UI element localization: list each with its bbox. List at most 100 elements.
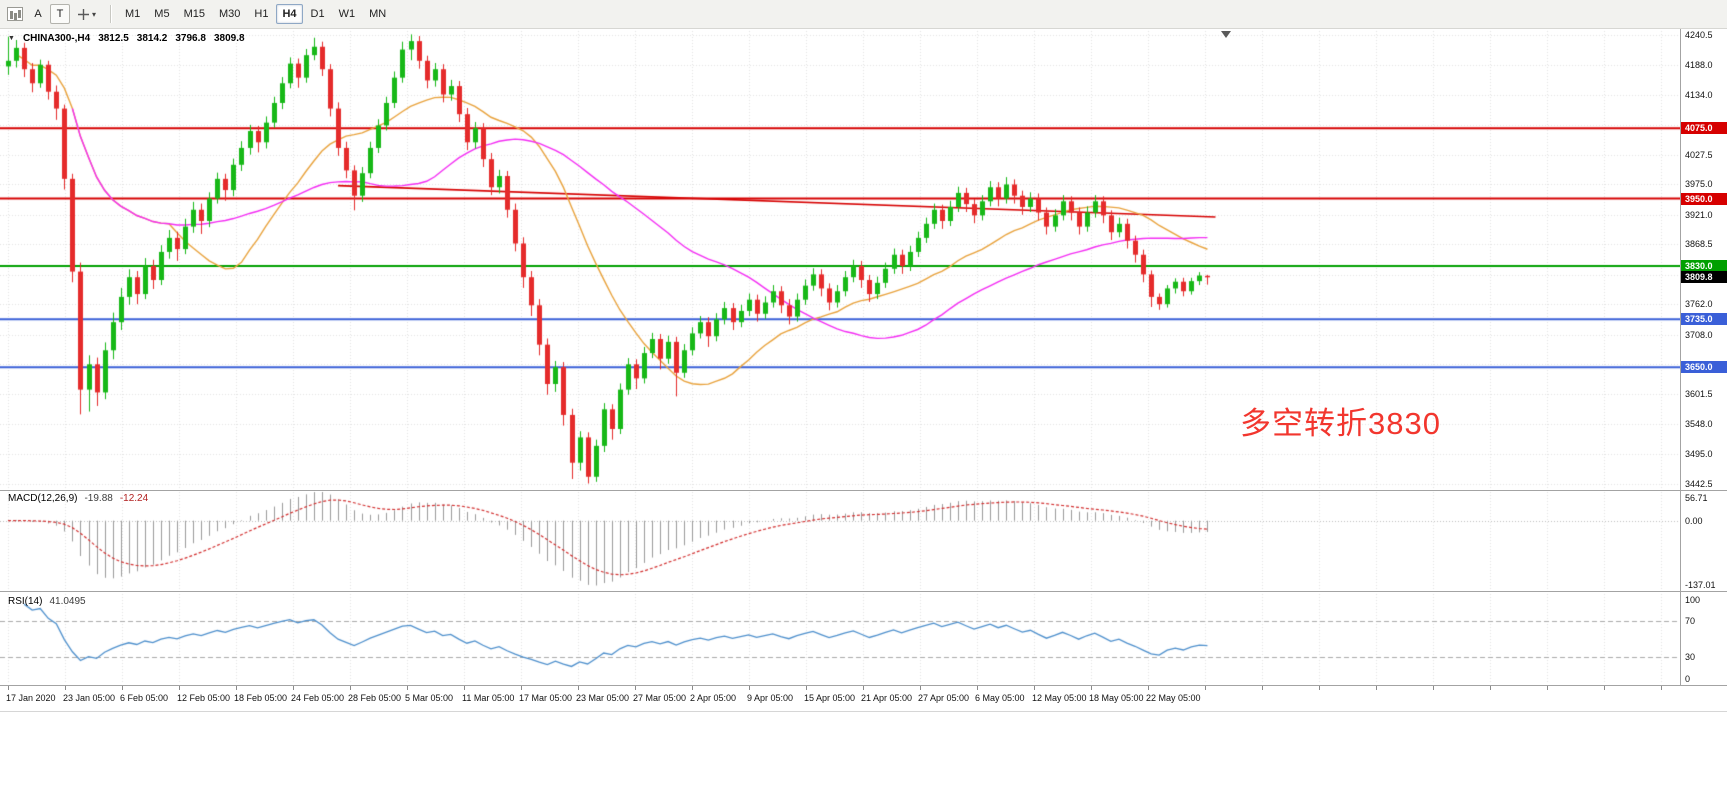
time-axis-divider	[0, 685, 1727, 686]
rsi-title: RSI(14) 41.0495	[8, 596, 86, 607]
time-axis-label: 15 Apr 05:00	[804, 693, 856, 703]
time-axis-tick	[977, 686, 978, 690]
time-axis-label: 6 May 05:00	[975, 693, 1025, 703]
price-axis-label: 3442.5	[1685, 478, 1713, 489]
symbol-triangle-icon: ▼	[8, 35, 15, 42]
rsi-scale-label: 100	[1685, 595, 1701, 605]
rsi-name-label: RSI(14)	[8, 596, 43, 607]
time-axis-tick	[236, 686, 237, 690]
time-axis-tick	[1547, 686, 1548, 690]
price-chart-canvas[interactable]	[0, 29, 1680, 686]
time-axis-label: 18 May 05:00	[1089, 693, 1144, 703]
timeframe-m30-button[interactable]: M30	[213, 4, 246, 24]
time-axis-tick	[1604, 686, 1605, 690]
time-axis-label: 12 May 05:00	[1032, 693, 1087, 703]
chart-annotation-text[interactable]: 多空转折3830	[1240, 406, 1441, 441]
drawing-tools-button[interactable]: ▾	[72, 4, 102, 24]
time-axis-label: 21 Apr 05:00	[861, 693, 913, 703]
time-axis-tick	[8, 686, 9, 690]
time-axis-tick	[1433, 686, 1434, 690]
chevron-down-icon: ▾	[92, 9, 97, 19]
price-level-badge: 3650.0	[1681, 361, 1727, 374]
time-axis-tick	[1091, 686, 1092, 690]
time-axis-label: 27 Apr 05:00	[918, 693, 970, 703]
timeframe-m15-button[interactable]: M15	[178, 4, 211, 24]
time-axis-label: 27 Mar 05:00	[633, 693, 687, 703]
rsi-scale-label: 70	[1685, 616, 1696, 626]
timeframe-w1-button[interactable]: W1	[333, 4, 362, 24]
rsi-scale-label: 0	[1685, 674, 1691, 684]
timeframe-m5-button[interactable]: M5	[148, 4, 175, 24]
time-axis-label: 9 Apr 05:00	[747, 693, 794, 703]
time-axis-tick	[464, 686, 465, 690]
price-axis-label: 3762.0	[1685, 299, 1713, 310]
time-axis-label: 17 Mar 05:00	[519, 693, 573, 703]
low-value: 3796.8	[175, 33, 206, 44]
rsi-panel-divider[interactable]	[0, 591, 1727, 592]
macd-scale-label: -137.01	[1685, 580, 1716, 590]
rsi-scale-label: 30	[1685, 652, 1696, 662]
timeframe-h4-button[interactable]: H4	[276, 4, 303, 24]
chart-shift-marker-icon[interactable]	[1221, 31, 1231, 38]
high-value: 3814.2	[136, 33, 168, 44]
time-axis-tick	[1661, 686, 1662, 690]
time-axis-tick	[65, 686, 66, 690]
time-axis-tick	[1319, 686, 1320, 690]
time-axis-label: 17 Jan 2020	[6, 693, 56, 703]
price-axis-label: 3548.0	[1685, 419, 1713, 430]
time-axis-label: 18 Feb 05:00	[234, 693, 288, 703]
candlestick-icon	[7, 7, 23, 21]
text-annotation-button[interactable]: A	[28, 4, 48, 24]
time-axis-tick	[293, 686, 294, 690]
price-axis-label: 3975.0	[1685, 179, 1713, 190]
time-axis-tick	[1376, 686, 1377, 690]
timeframe-m1-button[interactable]: M1	[119, 4, 146, 24]
time-axis-tick	[635, 686, 636, 690]
price-axis-label: 4134.0	[1685, 90, 1713, 101]
time-axis-tick	[521, 686, 522, 690]
time-axis-label: 6 Feb 05:00	[120, 693, 169, 703]
time-axis-tick	[863, 686, 864, 690]
macd-name-label: MACD(12,26,9)	[8, 493, 78, 504]
price-axis-label: 3921.0	[1685, 209, 1713, 220]
price-level-badge: 3830.0	[1681, 259, 1727, 272]
price-level-badge: 3735.0	[1681, 313, 1727, 326]
time-axis-tick	[749, 686, 750, 690]
time-axis-tick	[1205, 686, 1206, 690]
time-axis-tick	[692, 686, 693, 690]
timeframe-mn-button[interactable]: MN	[363, 4, 392, 24]
close-value: 3809.8	[213, 33, 245, 44]
time-axis-label: 11 Mar 05:00	[462, 693, 515, 703]
time-axis-tick	[179, 686, 180, 690]
price-axis-label: 4027.5	[1685, 149, 1713, 160]
price-level-badge: 4075.0	[1681, 122, 1727, 135]
time-axis-label: 23 Jan 05:00	[63, 693, 116, 703]
time-axis-label: 23 Mar 05:00	[576, 693, 630, 703]
time-axis[interactable]: 17 Jan 2020 23 Jan 05:00 6 Feb 05:00 12 Feb…	[0, 686, 1727, 712]
timeframe-d1-button[interactable]: D1	[305, 4, 331, 24]
macd-panel-divider[interactable]	[0, 490, 1727, 491]
time-axis-tick	[1262, 686, 1263, 690]
price-axis-divider	[1680, 29, 1681, 686]
toolbar-separator	[110, 5, 112, 23]
macd-signal-value: -12.24	[119, 493, 149, 504]
time-axis-tick	[407, 686, 408, 690]
time-axis-tick	[920, 686, 921, 690]
price-axis[interactable]: 4240.5 4188.0 4134.0 4027.5 3975.0 3921.0 3868…	[1681, 29, 1727, 686]
price-axis-label: 4240.5	[1685, 30, 1713, 41]
chart-window-icon[interactable]	[4, 4, 26, 24]
time-axis-tick	[350, 686, 351, 690]
crosshair-icon	[78, 8, 89, 20]
text-tool-button[interactable]: T	[50, 4, 70, 24]
time-axis-tick	[1490, 686, 1491, 690]
time-axis-tick	[1148, 686, 1149, 690]
time-axis-tick	[806, 686, 807, 690]
macd-value: -19.88	[84, 493, 113, 504]
price-axis-label: 4188.0	[1685, 59, 1713, 70]
macd-title: MACD(12,26,9) -19.88 -12.24	[8, 493, 148, 504]
time-axis-tick	[1034, 686, 1035, 690]
symbol-period-label: CHINA300-,H4	[22, 33, 91, 44]
time-axis-label: 12 Feb 05:00	[177, 693, 231, 703]
timeframe-h1-button[interactable]: H1	[248, 4, 274, 24]
